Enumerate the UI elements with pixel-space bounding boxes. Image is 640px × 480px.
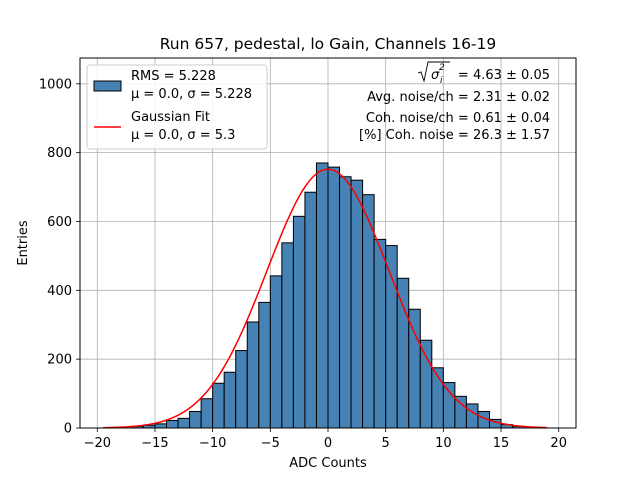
x-tick-label: 10 xyxy=(435,436,452,451)
histogram-bar xyxy=(350,179,364,429)
histogram-bar xyxy=(292,215,306,429)
noise-annotations: σ 2 i = 4.63 ± 0.05 Avg. noise/ch = 2.31… xyxy=(359,61,550,143)
y-axis-label: Entries xyxy=(16,220,31,266)
histogram-bar xyxy=(304,191,317,429)
coh-noise-percent-text: [%] Coh. noise = 26.3 ± 1.57 xyxy=(359,128,550,143)
sigma-superscript: 2 xyxy=(439,63,445,73)
histogram-bar xyxy=(200,398,214,429)
chart-title: Run 657, pedestal, lo Gain, Channels 16-… xyxy=(160,35,497,53)
legend-sublabel-rms: μ = 0.0, σ = 5.228 xyxy=(131,87,252,102)
sqrt-symbol xyxy=(417,61,450,83)
histogram-bar xyxy=(154,423,168,429)
x-tick-label: 5 xyxy=(382,436,390,451)
y-tick-label: 800 xyxy=(47,146,72,161)
legend-sublabel-fit: μ = 0.0, σ = 5.3 xyxy=(131,128,235,143)
total-noise-annotation: σ 2 i = 4.63 ± 0.05 xyxy=(417,61,550,86)
x-tick-label: 15 xyxy=(493,436,510,451)
y-tick-label: 400 xyxy=(47,284,72,299)
x-tick-label: −5 xyxy=(261,436,280,451)
histogram-bar xyxy=(189,410,202,429)
histogram-bar xyxy=(442,382,456,429)
histogram-bar xyxy=(269,275,283,429)
legend-box xyxy=(86,64,268,150)
histogram-bar xyxy=(373,238,387,429)
histogram-bar xyxy=(385,245,398,429)
histogram-bar xyxy=(281,242,294,429)
y-tick-label: 200 xyxy=(47,353,72,368)
histogram-bar xyxy=(408,308,421,429)
x-axis-label: ADC Counts xyxy=(289,456,367,471)
histogram-bar xyxy=(223,371,237,429)
histogram-bar xyxy=(315,162,329,429)
histogram-bar xyxy=(327,166,341,429)
histogram-bar xyxy=(177,417,191,429)
sigma-symbol: σ xyxy=(431,68,440,83)
histogram-bar xyxy=(465,403,479,429)
histogram-bar xyxy=(396,277,410,429)
legend-label-fit: Gaussian Fit xyxy=(131,110,210,125)
histogram-bar xyxy=(235,350,248,429)
histogram-bar xyxy=(339,176,352,429)
x-axis-ticks: −20 −15 −10 −5 0 5 10 15 20 xyxy=(84,428,567,451)
histogram-bar xyxy=(454,395,467,429)
sigma-subscript: i xyxy=(440,76,443,86)
legend-label-rms: RMS = 5.228 xyxy=(131,69,216,84)
histogram-bars xyxy=(131,162,525,429)
histogram-bar xyxy=(258,301,271,429)
y-tick-label: 0 xyxy=(64,422,72,437)
histogram-bar xyxy=(246,321,260,429)
histogram-bar xyxy=(212,382,225,429)
legend-swatch-histogram xyxy=(93,80,122,92)
x-tick-label: −15 xyxy=(141,436,168,451)
gaussian-fit-curve xyxy=(103,168,548,429)
legend: RMS = 5.228 μ = 0.0, σ = 5.228 Gaussian … xyxy=(86,64,268,150)
avg-noise-text: Avg. noise/ch = 2.31 ± 0.02 xyxy=(367,90,550,105)
coh-noise-text: Coh. noise/ch = 0.61 ± 0.04 xyxy=(366,111,550,126)
y-tick-label: 600 xyxy=(47,215,72,230)
x-tick-label: 0 xyxy=(324,436,332,451)
x-tick-label: −20 xyxy=(84,436,111,451)
total-noise-value: = 4.63 ± 0.05 xyxy=(458,68,550,83)
histogram-bar xyxy=(166,419,179,429)
x-tick-label: −10 xyxy=(199,436,226,451)
histogram-bar xyxy=(419,339,433,429)
y-axis-ticks: 0 200 400 600 800 1000 xyxy=(39,77,80,437)
x-tick-label: 20 xyxy=(550,436,567,451)
y-tick-label: 1000 xyxy=(39,77,72,92)
